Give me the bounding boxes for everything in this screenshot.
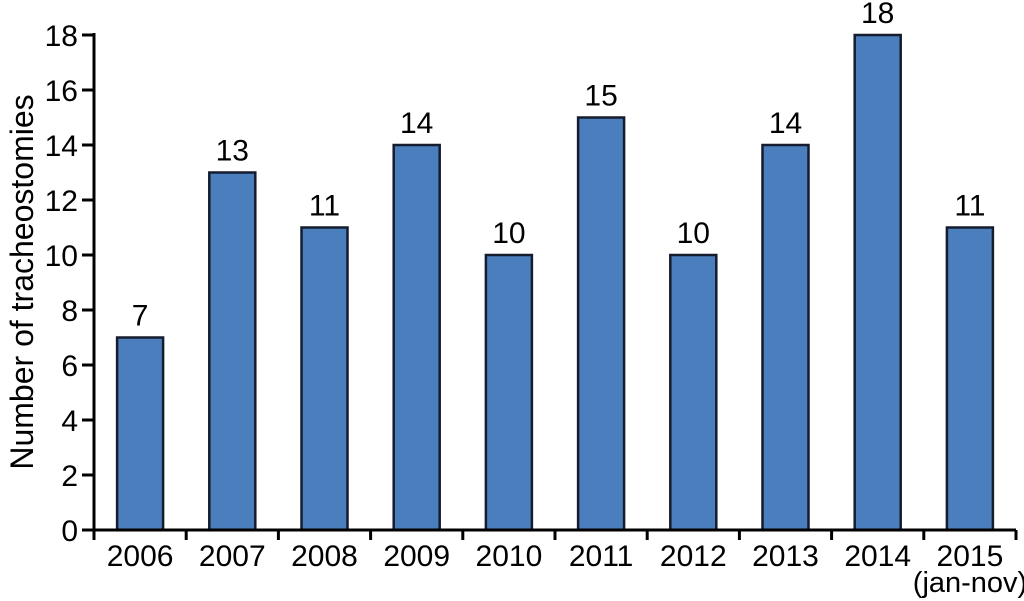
bar-2010 [484, 253, 534, 532]
bar-2015 [945, 226, 995, 532]
bar-value-label: 11 [954, 190, 985, 223]
bar-2014 [853, 33, 902, 532]
x-tick-label: 2006 [107, 540, 174, 573]
y-tick-label: 10 [45, 240, 78, 273]
x-tick-label: 2013 [752, 540, 819, 573]
x-tick-label: 2015 [937, 540, 1004, 573]
bar-value-label: 18 [861, 0, 894, 30]
bar-value-label: 11 [309, 190, 340, 223]
bar-value-label: 14 [769, 107, 802, 140]
x-tick-label: 2014 [844, 540, 911, 573]
bar-2012 [669, 253, 718, 532]
axes-layer: 0 2 4 6 8 10 12 14 16 18 2006 2007 2008 2009 2010 2011 2… [45, 20, 1018, 573]
bar-value-label: 7 [132, 300, 149, 333]
bar-value-label: 14 [400, 107, 433, 140]
bar-2006 [115, 336, 165, 532]
x-tick-label: 2007 [199, 540, 266, 573]
y-tick-label: 6 [61, 350, 78, 383]
x-tick-label: 2010 [476, 540, 543, 573]
y-tick-label: 12 [45, 185, 78, 218]
y-tick-label: 0 [61, 515, 78, 548]
bar-2011 [576, 116, 626, 532]
x-tick-label: 2009 [383, 540, 450, 573]
y-tick-label: 14 [45, 130, 78, 163]
y-tick-label: 16 [45, 75, 78, 108]
x-tick-label: 2008 [291, 540, 358, 573]
bar-2009 [392, 143, 441, 532]
bars-layer: 7 13 11 14 10 15 10 14 18 11 [115, 0, 995, 532]
y-tick-label: 8 [61, 295, 78, 328]
y-tick-label: 4 [61, 405, 78, 438]
y-axis-title: Number of tracheostomies [4, 94, 40, 469]
x-tick-label: 2012 [660, 540, 727, 573]
bar-value-label: 10 [677, 217, 710, 250]
bar-2008 [300, 226, 349, 532]
y-tick-label: 18 [45, 20, 78, 53]
x-tick-label: 2011 [569, 540, 634, 573]
bar-2007 [208, 171, 257, 532]
y-tick-label: 2 [61, 460, 78, 493]
bar-value-label: 15 [584, 80, 617, 113]
x-axis-note: (jan-nov) [913, 567, 1024, 599]
bar-2013 [761, 143, 810, 532]
bar-value-label: 10 [492, 217, 525, 250]
bar-value-label: 13 [216, 135, 249, 168]
